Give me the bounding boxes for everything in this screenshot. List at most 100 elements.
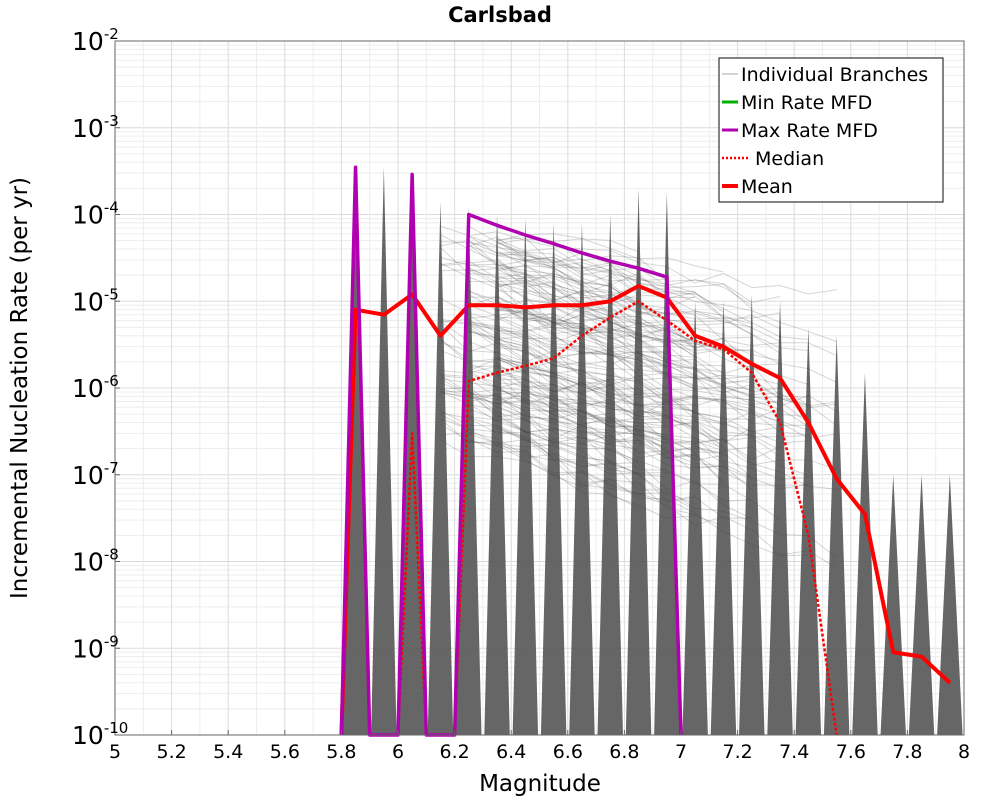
branch-line (496, 296, 724, 351)
branch-spike (654, 192, 680, 736)
branch-line (496, 357, 696, 406)
branch-line (496, 300, 752, 391)
branch-line (440, 386, 696, 454)
branch-line (468, 358, 809, 418)
branch-line (468, 403, 724, 461)
branch-line (468, 323, 809, 431)
y-tick-label: 10-5 (72, 285, 119, 316)
legend-label: Max Rate MFD (741, 120, 878, 142)
y-tick-label: 10-8 (72, 546, 119, 577)
branch-spike (682, 301, 708, 735)
branch-line (468, 263, 724, 355)
x-tick-label: 6.4 (496, 741, 526, 763)
y-tick-label: 10-6 (72, 372, 119, 403)
branch-line (440, 412, 809, 486)
branch-line (497, 289, 781, 330)
branch-line (440, 225, 837, 295)
branch-line (468, 440, 724, 527)
branch-line (497, 330, 752, 380)
branch-line (496, 282, 809, 424)
branch-line (496, 238, 696, 294)
branch-line (440, 256, 809, 351)
branch-line (468, 370, 724, 454)
branch-line (468, 438, 809, 557)
x-tick-label: 7.8 (892, 741, 922, 763)
branch-line (440, 389, 752, 444)
branch-line (468, 389, 724, 467)
branch-line (440, 234, 809, 385)
x-axis-ticks: 5 5.2 5.4 5.6 5.8 6 6.2 6.4 6.6 6.8 7 7.2 7.4 7.6 7.8 8 (109, 730, 970, 763)
branch-line (497, 316, 724, 351)
branch-line (440, 318, 809, 426)
branch-line (496, 233, 639, 253)
x-tick-label: 6.6 (553, 741, 583, 763)
branch-line (440, 431, 696, 505)
branch-spike (484, 214, 510, 735)
branch-line (468, 311, 696, 358)
branch-line (496, 240, 696, 296)
branch-spike (739, 294, 765, 735)
branch-line (440, 391, 724, 484)
branch-line (468, 320, 837, 412)
y-tick-label: 10-4 (72, 199, 119, 230)
branch-line (440, 241, 724, 313)
x-tick-label: 5.6 (270, 741, 300, 763)
branch-line (496, 369, 809, 480)
branch-line (440, 365, 809, 427)
branch-line (496, 405, 752, 502)
branch-line (496, 367, 724, 448)
branch-line (496, 359, 696, 430)
branch-line (468, 391, 781, 451)
branch-line (468, 236, 639, 296)
branch-line (496, 356, 696, 413)
branch-line (497, 378, 809, 436)
x-tick-label: 5.8 (326, 741, 356, 763)
branch-line (468, 330, 809, 476)
branch-line (440, 349, 752, 410)
branch-line (440, 391, 667, 428)
branch-line (496, 342, 639, 396)
branch-line (468, 304, 837, 407)
branch-line (497, 237, 809, 340)
branch-line (468, 290, 837, 409)
y-tick-label: 10-3 (72, 112, 119, 143)
branch-line (497, 265, 724, 336)
y-tick-label: 10-10 (72, 719, 128, 750)
x-tick-label: 6 (392, 741, 404, 763)
branch-line (468, 416, 668, 472)
branch-line (440, 298, 724, 373)
branch-spike (427, 201, 454, 736)
branch-spike (512, 218, 539, 735)
branch-line (440, 414, 667, 478)
branch-line (440, 410, 752, 519)
x-tick-label: 6.2 (439, 741, 469, 763)
branch-line (440, 375, 724, 452)
y-tick-label: 10-2 (72, 25, 119, 56)
branch-line (496, 287, 809, 413)
branch-line (496, 301, 639, 349)
branch-line (497, 251, 639, 304)
branch-line (468, 244, 667, 282)
branch-line (468, 240, 696, 340)
branch-line (440, 375, 724, 456)
x-tick-label: 7.2 (722, 741, 752, 763)
branch-line (468, 417, 639, 470)
x-tick-label: 8 (958, 741, 970, 763)
y-axis-label: Incremental Nucleation Rate (per yr) (7, 177, 33, 599)
branch-line (440, 339, 809, 490)
branch-line (440, 321, 837, 490)
branch-line (468, 294, 837, 439)
branch-line (468, 302, 724, 354)
branch-line (440, 381, 752, 519)
legend-label: Individual Branches (741, 64, 928, 86)
branch-line (496, 301, 639, 375)
branch-line (468, 331, 752, 401)
branch-line (496, 242, 753, 310)
branch-line (468, 374, 696, 406)
branch-spike (823, 335, 850, 735)
x-tick-label: 6.8 (609, 741, 639, 763)
branch-line (496, 374, 752, 481)
branch-spike (625, 188, 652, 736)
branch-spike (710, 301, 737, 735)
branch-spike (569, 222, 595, 736)
